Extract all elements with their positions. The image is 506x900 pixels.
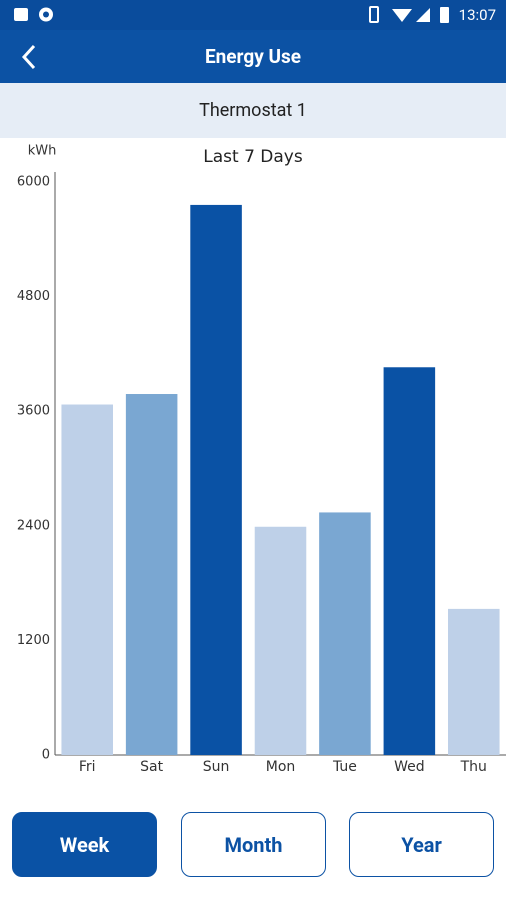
y-tick-label: 6000 bbox=[17, 175, 50, 190]
x-tick-label: Sun bbox=[203, 759, 230, 775]
bar bbox=[190, 204, 242, 756]
clock: 13:07 bbox=[458, 6, 496, 24]
y-tick-label: 1200 bbox=[17, 633, 50, 648]
y-tick-label: 3600 bbox=[17, 404, 50, 419]
app-bar: Energy Use bbox=[0, 30, 506, 83]
range-button[interactable]: Week bbox=[12, 812, 157, 877]
y-tick-label: 2400 bbox=[17, 518, 50, 533]
bar bbox=[125, 394, 178, 755]
back-button[interactable] bbox=[16, 42, 46, 72]
y-tick-label: 0 bbox=[42, 748, 50, 763]
x-tick-label: Mon bbox=[266, 759, 296, 775]
x-tick-label: Wed bbox=[394, 759, 425, 775]
bar bbox=[254, 526, 307, 755]
chart-title: Last 7 Days bbox=[203, 147, 303, 167]
chart: kWh Last 7 Days 0 1200 2400 3600 4800 6000 Fri… bbox=[17, 144, 506, 775]
bar bbox=[383, 367, 436, 755]
status-icons bbox=[14, 7, 53, 22]
bar bbox=[448, 608, 500, 755]
y-tick-label: 4800 bbox=[17, 289, 50, 304]
app-title: Energy Use bbox=[204, 45, 302, 68]
device-header: Thermostat 1 bbox=[0, 83, 506, 138]
x-tick-label: Thu bbox=[460, 759, 487, 775]
status-bar: 13:07 bbox=[0, 0, 506, 30]
system-icons bbox=[369, 6, 449, 23]
x-tick-label: Fri bbox=[79, 759, 96, 775]
bar bbox=[319, 512, 371, 755]
x-tick-label: Sat bbox=[140, 759, 163, 775]
range-button[interactable]: Month bbox=[181, 812, 326, 877]
device-name: Thermostat 1 bbox=[199, 100, 307, 121]
x-tick-label: Tue bbox=[332, 759, 357, 775]
y-axis-label: kWh bbox=[28, 144, 57, 159]
bar bbox=[61, 404, 113, 755]
range-button[interactable]: Year bbox=[349, 812, 494, 877]
